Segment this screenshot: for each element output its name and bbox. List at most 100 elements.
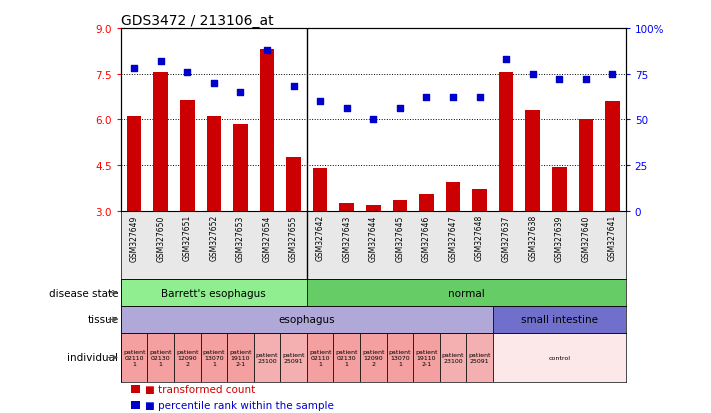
Bar [207, 117, 221, 211]
Bar [233, 125, 247, 211]
Text: GSM327651: GSM327651 [183, 215, 192, 261]
Point [606, 71, 618, 78]
Point [474, 95, 485, 102]
Text: patient
23100: patient 23100 [256, 352, 278, 363]
Bar [254, 333, 280, 382]
Point [288, 84, 299, 90]
Text: small intestine: small intestine [520, 315, 598, 325]
Bar [392, 201, 407, 211]
Text: GSM327653: GSM327653 [236, 215, 245, 261]
Bar [174, 333, 201, 382]
Bar [466, 333, 493, 382]
Text: patient
02130
1: patient 02130 1 [149, 349, 172, 366]
Bar [154, 73, 168, 211]
Text: patient
13070
1: patient 13070 1 [389, 349, 411, 366]
Point [314, 99, 326, 105]
Text: patient
02110
1: patient 02110 1 [123, 349, 146, 366]
Text: tissue: tissue [87, 315, 118, 325]
Bar [121, 306, 493, 333]
Point [235, 90, 246, 96]
Bar [333, 333, 360, 382]
Text: GSM327647: GSM327647 [449, 215, 457, 261]
Text: patient
25091: patient 25091 [282, 352, 305, 363]
Bar [280, 333, 307, 382]
Bar [287, 158, 301, 211]
Bar [579, 120, 593, 211]
Text: GSM327643: GSM327643 [342, 215, 351, 261]
Point [155, 58, 166, 65]
Text: GSM327639: GSM327639 [555, 215, 564, 261]
Text: disease state: disease state [49, 288, 118, 298]
Bar [313, 169, 328, 211]
Bar [493, 306, 626, 333]
Bar [131, 385, 140, 393]
Point [129, 66, 140, 72]
Text: patient
12090
2: patient 12090 2 [362, 349, 385, 366]
Bar [387, 333, 413, 382]
Bar [307, 280, 626, 306]
Bar [525, 111, 540, 211]
Text: GDS3472 / 213106_at: GDS3472 / 213106_at [121, 14, 274, 28]
Text: patient
23100: patient 23100 [442, 352, 464, 363]
Bar [493, 333, 626, 382]
Bar [552, 167, 567, 211]
Bar [472, 190, 487, 211]
Text: GSM327648: GSM327648 [475, 215, 484, 261]
Text: patient
19110
2-1: patient 19110 2-1 [415, 349, 438, 366]
Text: GSM327655: GSM327655 [289, 215, 298, 261]
Point [368, 117, 379, 123]
Bar [439, 333, 466, 382]
Bar [147, 333, 174, 382]
Point [394, 106, 405, 112]
Text: GSM327650: GSM327650 [156, 215, 165, 261]
Text: GSM327641: GSM327641 [608, 215, 617, 261]
Text: patient
02110
1: patient 02110 1 [309, 349, 331, 366]
Text: ■ transformed count: ■ transformed count [145, 384, 255, 394]
Text: patient
13070
1: patient 13070 1 [203, 349, 225, 366]
Text: patient
12090
2: patient 12090 2 [176, 349, 198, 366]
Text: individual: individual [68, 353, 118, 363]
Text: GSM327654: GSM327654 [262, 215, 272, 261]
Text: patient
25091: patient 25091 [469, 352, 491, 363]
Bar [127, 117, 141, 211]
Bar [499, 73, 513, 211]
Bar [201, 333, 227, 382]
Text: GSM327652: GSM327652 [209, 215, 218, 261]
Text: GSM327649: GSM327649 [129, 215, 139, 261]
Bar [605, 102, 620, 211]
Point [208, 80, 220, 87]
Bar [413, 333, 439, 382]
Bar [339, 204, 354, 211]
Text: control: control [548, 355, 570, 360]
Text: GSM327644: GSM327644 [369, 215, 378, 261]
Point [447, 95, 459, 102]
Text: GSM327637: GSM327637 [502, 215, 510, 261]
Bar [419, 195, 434, 211]
Text: GSM327646: GSM327646 [422, 215, 431, 261]
Text: ■ percentile rank within the sample: ■ percentile rank within the sample [145, 400, 334, 410]
Text: GSM327638: GSM327638 [528, 215, 538, 261]
Text: normal: normal [448, 288, 485, 298]
Text: patient
02130
1: patient 02130 1 [336, 349, 358, 366]
Bar [131, 401, 140, 409]
Bar [446, 183, 460, 211]
Point [501, 57, 512, 63]
Point [341, 106, 353, 112]
Bar [307, 333, 333, 382]
Point [181, 69, 193, 76]
Bar [227, 333, 254, 382]
Text: GSM327642: GSM327642 [316, 215, 325, 261]
Text: Barrett's esophagus: Barrett's esophagus [161, 288, 266, 298]
Point [580, 77, 592, 83]
Text: GSM327640: GSM327640 [582, 215, 590, 261]
Text: patient
19110
2-1: patient 19110 2-1 [229, 349, 252, 366]
Text: esophagus: esophagus [279, 315, 335, 325]
Text: GSM327645: GSM327645 [395, 215, 405, 261]
Bar [121, 280, 307, 306]
Bar [180, 100, 195, 211]
Point [554, 77, 565, 83]
Bar [360, 333, 387, 382]
Bar [260, 50, 274, 211]
Point [527, 71, 538, 78]
Bar [121, 333, 147, 382]
